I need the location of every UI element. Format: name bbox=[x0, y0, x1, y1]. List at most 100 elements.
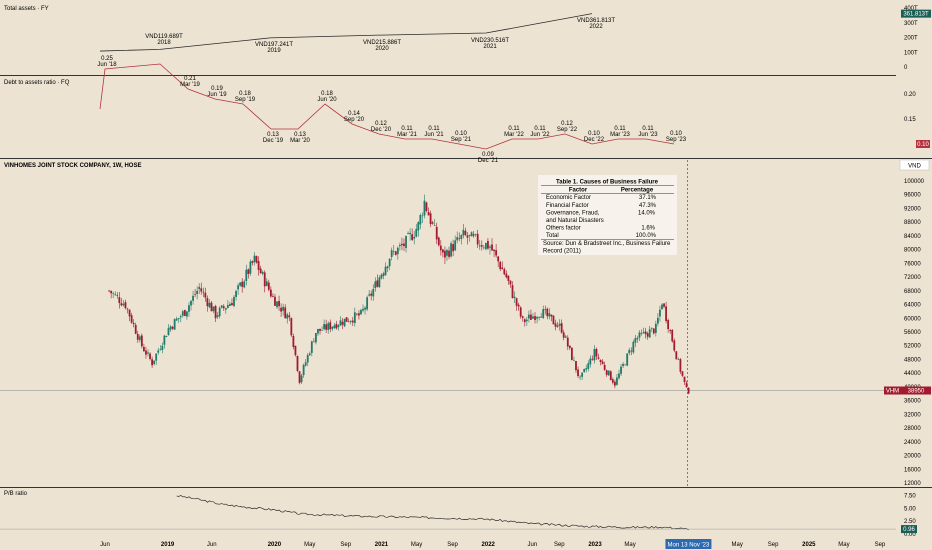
candle-body bbox=[401, 243, 403, 246]
candle-body bbox=[482, 247, 485, 249]
candle bbox=[663, 302, 665, 309]
candle-body bbox=[628, 349, 631, 354]
candle-body bbox=[622, 364, 624, 367]
debt-value-label-14: 0.09 bbox=[482, 152, 494, 158]
candle-body bbox=[378, 277, 381, 288]
candle bbox=[644, 327, 647, 339]
candle bbox=[532, 312, 534, 319]
candle bbox=[267, 279, 270, 292]
assets-point-year-4: 2022 bbox=[589, 24, 603, 30]
time-tick-12: 2023 bbox=[588, 542, 602, 548]
candle-body bbox=[573, 360, 575, 361]
candle bbox=[595, 347, 598, 360]
candle bbox=[220, 305, 223, 309]
candle-body bbox=[296, 355, 299, 371]
candle-body bbox=[247, 269, 250, 274]
candle bbox=[548, 308, 551, 320]
candle-body bbox=[495, 250, 498, 256]
candle-body bbox=[224, 308, 227, 310]
debt-value-label-7: 0.13 bbox=[294, 132, 306, 138]
candle-body bbox=[687, 387, 690, 394]
candle-body bbox=[153, 360, 156, 365]
candle-body bbox=[306, 355, 309, 363]
candle bbox=[628, 347, 631, 356]
candle-body bbox=[339, 320, 342, 326]
candle-body bbox=[347, 321, 350, 323]
candle bbox=[331, 326, 334, 332]
candle bbox=[679, 358, 682, 375]
debt-date-label-12: Jun '21 bbox=[424, 132, 444, 138]
candle bbox=[386, 265, 389, 273]
candle bbox=[452, 239, 455, 257]
candle bbox=[550, 314, 553, 322]
candle bbox=[636, 335, 639, 343]
candle-body bbox=[202, 291, 205, 293]
debt-date-label-9: Sep '20 bbox=[344, 117, 365, 123]
candle-body bbox=[274, 296, 276, 306]
candle bbox=[525, 316, 528, 326]
candle-body bbox=[532, 316, 534, 319]
candle bbox=[108, 289, 110, 293]
candle-body bbox=[585, 368, 588, 370]
candle bbox=[665, 301, 667, 324]
candle bbox=[491, 238, 493, 252]
debt-date-label-10: Dec '20 bbox=[371, 127, 392, 133]
candle-body bbox=[171, 326, 174, 329]
candle-body bbox=[491, 244, 493, 251]
candle-body bbox=[579, 376, 581, 378]
candle-body bbox=[534, 316, 536, 321]
candle-body bbox=[468, 234, 471, 236]
debt-value-label-12: 0.11 bbox=[428, 126, 440, 132]
candle bbox=[542, 305, 545, 320]
candle-body bbox=[611, 379, 614, 383]
currency-box[interactable] bbox=[899, 159, 930, 171]
candle-body bbox=[312, 341, 315, 343]
assets-line bbox=[99, 13, 593, 52]
candle bbox=[523, 318, 526, 327]
candle bbox=[237, 283, 240, 295]
candle-body bbox=[503, 269, 506, 275]
candle bbox=[161, 342, 164, 354]
candle bbox=[413, 230, 416, 245]
candle-body bbox=[587, 363, 590, 369]
candle-body bbox=[169, 326, 172, 330]
candle-body bbox=[128, 309, 131, 317]
candle-body bbox=[554, 323, 557, 327]
candle-body bbox=[515, 298, 518, 306]
candle bbox=[292, 333, 295, 350]
time-tick-5: Sep bbox=[340, 542, 351, 548]
candle bbox=[163, 334, 166, 349]
candle bbox=[489, 244, 491, 255]
candle-body bbox=[564, 336, 567, 338]
candle bbox=[417, 221, 420, 237]
candle-body bbox=[218, 307, 221, 317]
candle bbox=[540, 312, 543, 318]
candle-body bbox=[542, 309, 545, 319]
candle-body bbox=[452, 244, 455, 252]
candle bbox=[591, 355, 594, 361]
candle bbox=[530, 309, 532, 320]
candle-body bbox=[530, 314, 532, 320]
candle-body bbox=[462, 229, 465, 236]
candle bbox=[304, 359, 307, 367]
candle-body bbox=[239, 282, 242, 286]
price-axis-tick-22: 12000 bbox=[904, 481, 921, 487]
candle bbox=[124, 299, 127, 310]
candle bbox=[435, 222, 438, 244]
candle-body bbox=[601, 361, 604, 365]
candle bbox=[626, 353, 629, 367]
candle-body bbox=[415, 228, 418, 237]
candle-body bbox=[472, 234, 475, 236]
assets-point-label-0: VND119.689T bbox=[145, 34, 183, 40]
candle-body bbox=[394, 251, 397, 255]
candle bbox=[110, 290, 113, 299]
candle bbox=[317, 328, 319, 336]
candle bbox=[566, 335, 569, 351]
candle bbox=[411, 228, 414, 242]
debt-date-label-4: Jun '19 bbox=[207, 92, 227, 98]
candle-body bbox=[413, 236, 416, 239]
debt-axis-tick-0: 0.20 bbox=[904, 92, 916, 98]
candle bbox=[136, 330, 139, 343]
debt-date-label-8: Jun '20 bbox=[317, 97, 337, 103]
